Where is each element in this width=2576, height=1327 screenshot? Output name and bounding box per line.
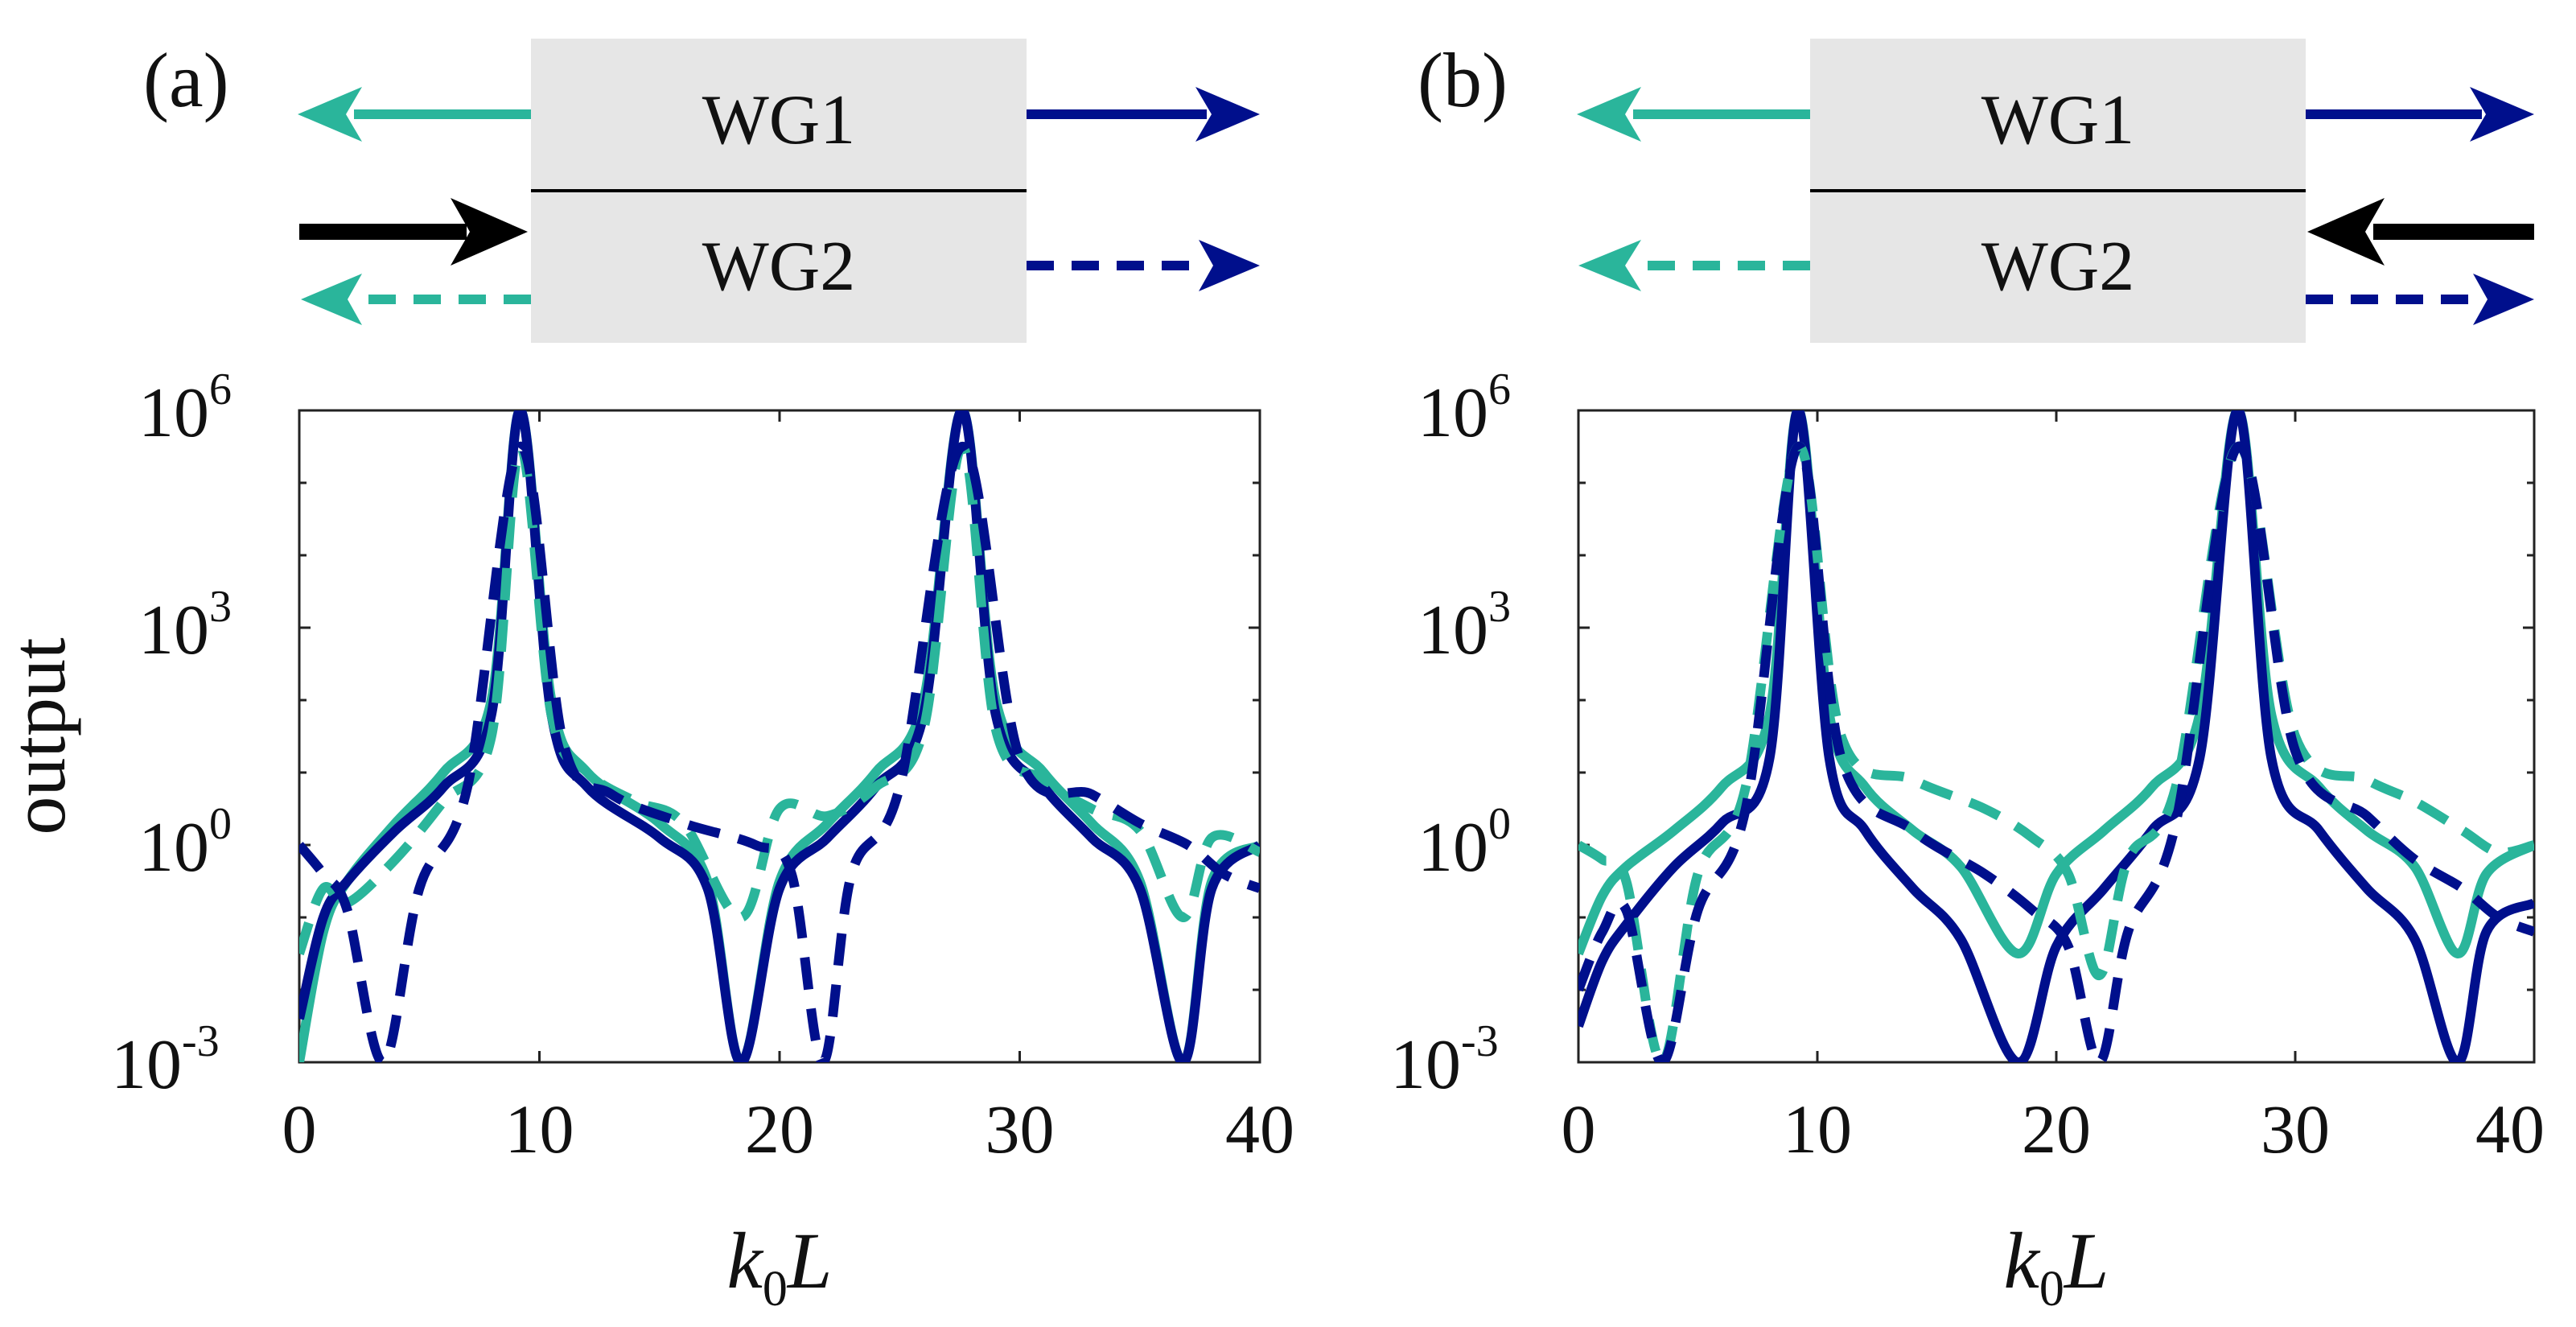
x-axis-label: k0L (726, 1216, 832, 1317)
x-tick-labels: 0 10 20 30 40 (282, 1090, 1295, 1168)
panel-a-plot: 10-3 100 103 106 0 10 20 30 40 output k0… (0, 365, 1294, 1317)
y-tick-label: 103 (138, 582, 232, 670)
x-tick-label: 0 (282, 1090, 317, 1168)
x-tick-label: 30 (986, 1090, 1055, 1168)
x-tick-label: 40 (2475, 1090, 2545, 1168)
axis-ticks (298, 409, 1261, 1064)
series-line (299, 410, 1260, 1062)
series-line (1578, 410, 2534, 1062)
y-axis-label: output (0, 637, 81, 835)
panel-b-diagram: WG1 WG2 (1577, 39, 2534, 343)
panel-b-plot: 10-3 100 103 106 0 10 20 30 40 k0L (1390, 365, 2545, 1317)
wg2-label: WG2 (702, 228, 856, 306)
series-line (299, 410, 1260, 1062)
panel-b-label: (b) (1418, 37, 1508, 123)
wg2-backward-output-arrow (1578, 240, 1810, 291)
panel-a-label: (a) (143, 37, 229, 123)
wg1-forward-output-arrow (1027, 87, 1260, 142)
y-tick-label: 103 (1418, 582, 1511, 670)
series-line (299, 441, 1260, 1062)
plot-frame (298, 409, 1261, 1064)
wg2-forward-output-arrow (1027, 240, 1260, 291)
series-line (1578, 410, 2534, 958)
wg1-backward-output-arrow (1577, 87, 1810, 142)
wg1-label: WG1 (702, 81, 856, 159)
wg2-label: WG2 (1981, 228, 2135, 306)
wg1-forward-output-arrow (2306, 87, 2534, 142)
series-line (1578, 441, 2534, 1062)
x-axis-label: k0L (2003, 1216, 2109, 1317)
y-tick-labels: 10-3 100 103 106 (111, 365, 232, 1104)
wg1-label: WG1 (1981, 81, 2135, 159)
y-tick-label: 100 (1418, 799, 1511, 887)
y-tick-label: 106 (1418, 365, 1511, 452)
x-tick-label: 0 (1562, 1090, 1596, 1168)
axis-ticks (1577, 409, 2536, 1064)
x-tick-label: 10 (505, 1090, 574, 1168)
wg1-backward-output-arrow (298, 87, 531, 142)
x-tick-label: 10 (1783, 1090, 1852, 1168)
panel-a-diagram: WG1 WG2 (298, 39, 1260, 343)
x-tick-labels: 0 10 20 30 40 (1562, 1090, 2545, 1168)
x-tick-label: 40 (1225, 1090, 1294, 1168)
panel-a: (a) WG1 WG2 (0, 37, 1294, 1317)
y-tick-label: 10-3 (111, 1016, 220, 1104)
y-tick-labels: 10-3 100 103 106 (1390, 365, 1511, 1104)
series-group (1578, 410, 2534, 1062)
x-tick-label: 30 (2261, 1090, 2330, 1168)
x-tick-label: 20 (745, 1090, 814, 1168)
input-arrow (299, 198, 528, 266)
plot-frame (1577, 409, 2536, 1064)
series-group (299, 410, 1260, 1062)
x-tick-label: 20 (2022, 1090, 2091, 1168)
y-tick-label: 10-3 (1390, 1016, 1499, 1104)
panel-b: (b) WG1 WG2 (1390, 37, 2545, 1317)
wg2-forward-output-arrow (2306, 274, 2534, 325)
wg2-backward-output-arrow (301, 274, 531, 325)
series-line (1578, 441, 2534, 1062)
y-tick-label: 106 (138, 365, 232, 452)
y-tick-label: 100 (138, 799, 232, 887)
input-arrow (2307, 198, 2534, 266)
